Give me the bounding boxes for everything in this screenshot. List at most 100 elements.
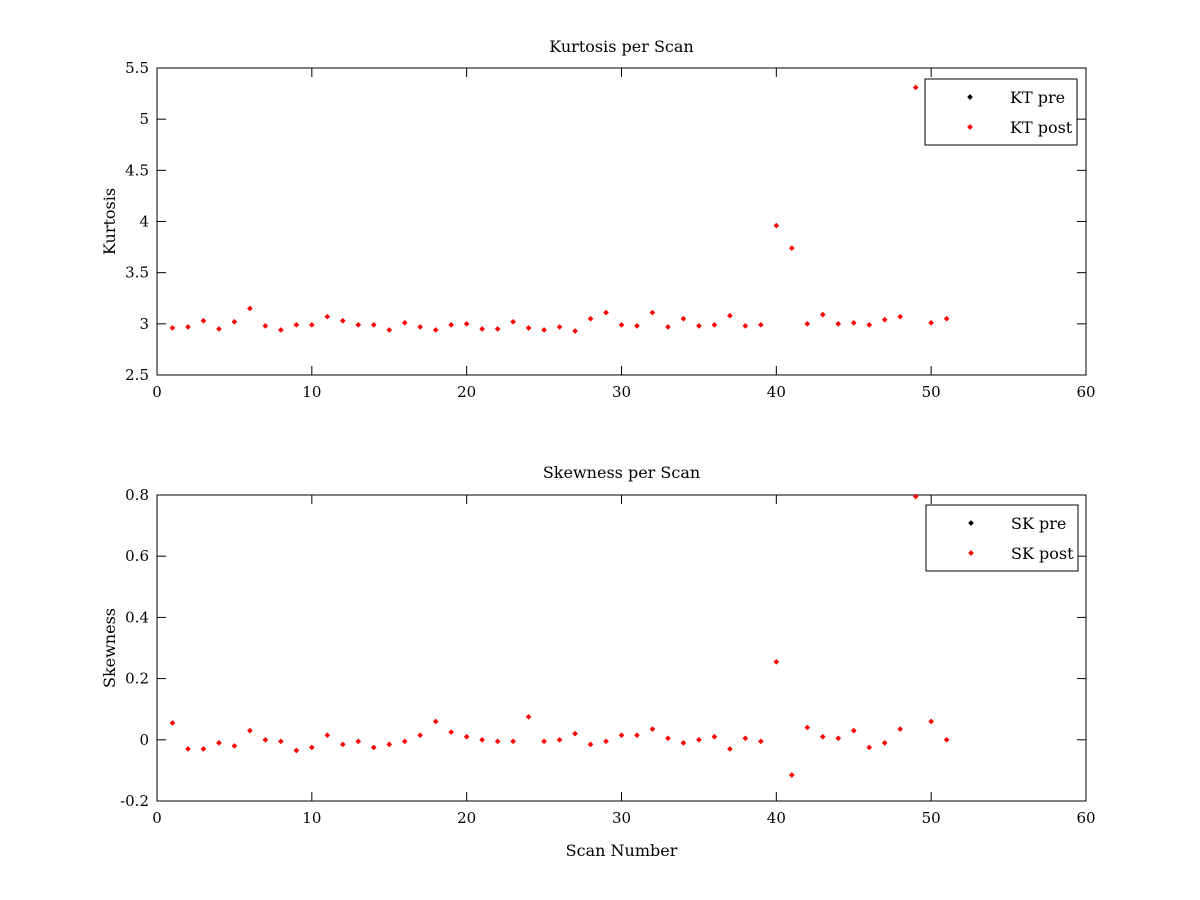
data-point	[943, 315, 950, 322]
data-point	[850, 319, 857, 326]
data-point	[711, 322, 718, 328]
data-point	[603, 309, 609, 316]
legend: SK pre SK post	[925, 504, 1079, 572]
data-point	[649, 309, 656, 316]
data-point	[866, 744, 873, 751]
data-point	[881, 740, 888, 746]
data-point	[401, 319, 408, 326]
data-point	[680, 740, 687, 746]
x-tick-label: 0	[152, 383, 162, 401]
legend-box	[925, 504, 1079, 572]
data-point	[185, 324, 191, 330]
x-tick-label: 20	[457, 383, 476, 401]
data-point	[897, 726, 904, 732]
data-point	[727, 312, 733, 319]
data-point	[804, 724, 811, 731]
data-point	[432, 718, 439, 725]
data-point	[634, 732, 640, 739]
data-point	[463, 321, 470, 327]
data-point	[479, 326, 485, 332]
x-tick-label: 30	[612, 383, 631, 401]
data-point	[355, 322, 362, 328]
data-point	[417, 324, 424, 330]
data-point	[912, 493, 919, 500]
legend-marker	[967, 124, 973, 130]
data-point	[618, 732, 625, 739]
data-point	[169, 325, 176, 331]
data-point	[231, 743, 238, 749]
data-point	[432, 327, 439, 333]
y-tick-label: 4	[139, 213, 149, 231]
y-tick-label: 2.5	[125, 366, 149, 384]
data-point	[386, 741, 393, 748]
data-point	[541, 738, 547, 745]
data-point	[788, 772, 795, 778]
data-point	[339, 317, 346, 324]
data-point	[912, 84, 919, 91]
data-point	[247, 305, 253, 312]
legend-label: SK pre	[1011, 514, 1066, 533]
data-point	[293, 747, 300, 754]
data-point	[835, 735, 842, 742]
data-point	[665, 735, 671, 742]
data-point	[881, 316, 888, 323]
data-point	[742, 323, 749, 329]
data-point	[525, 325, 532, 331]
legend: KT pre KT post	[924, 78, 1078, 146]
data-point	[185, 746, 191, 752]
data-point	[510, 318, 516, 325]
data-point	[541, 327, 547, 333]
data-point	[758, 322, 764, 328]
data-point	[727, 746, 733, 752]
data-point	[401, 738, 408, 745]
data-point	[680, 315, 687, 322]
data-point	[200, 317, 207, 324]
data-point	[324, 313, 331, 320]
data-point	[696, 736, 702, 743]
data-point	[788, 245, 795, 251]
data-point	[231, 318, 238, 325]
legend-label: KT pre	[1010, 88, 1065, 107]
series-2	[169, 84, 950, 334]
y-tick-label: 0.4	[125, 608, 149, 626]
data-point	[386, 327, 393, 333]
data-point	[587, 315, 594, 322]
data-point	[866, 322, 873, 328]
data-point	[572, 730, 578, 737]
data-point	[556, 736, 563, 743]
x-axis-label: Scan Number	[566, 841, 678, 860]
y-tick-label: 3	[139, 315, 149, 333]
data-point	[278, 327, 284, 333]
data-point	[324, 732, 331, 739]
data-point	[169, 720, 176, 726]
data-point	[649, 726, 656, 732]
data-point	[804, 321, 811, 327]
data-point	[262, 736, 269, 743]
y-tick-label: -0.2	[120, 792, 149, 810]
data-point	[370, 744, 377, 751]
x-tick-label: 50	[922, 383, 941, 401]
legend-label: KT post	[1010, 118, 1073, 137]
data-point	[293, 322, 300, 328]
subplot-1: 0 10 20 30 40 50 60 2.5 3 3.5 4 4.5 5 5.5 Kurtosis per…	[100, 37, 1096, 401]
series-2	[169, 493, 950, 778]
legend-marker	[968, 550, 974, 556]
data-point	[556, 324, 563, 330]
x-tick-label: 20	[457, 809, 476, 827]
data-point	[758, 738, 764, 745]
data-point	[928, 718, 934, 725]
data-point	[463, 733, 470, 740]
legend-box	[924, 78, 1078, 146]
x-tick-label: 60	[1076, 809, 1095, 827]
y-tick-label: 0.8	[125, 486, 149, 504]
data-point	[928, 319, 934, 326]
data-point	[494, 738, 501, 745]
data-point	[448, 322, 455, 328]
y-axis-label: Skewness	[100, 608, 119, 688]
data-point	[897, 313, 904, 320]
data-point	[339, 741, 346, 748]
data-point	[572, 328, 578, 334]
data-point	[711, 733, 718, 740]
data-point	[494, 326, 501, 332]
data-point	[634, 323, 640, 329]
